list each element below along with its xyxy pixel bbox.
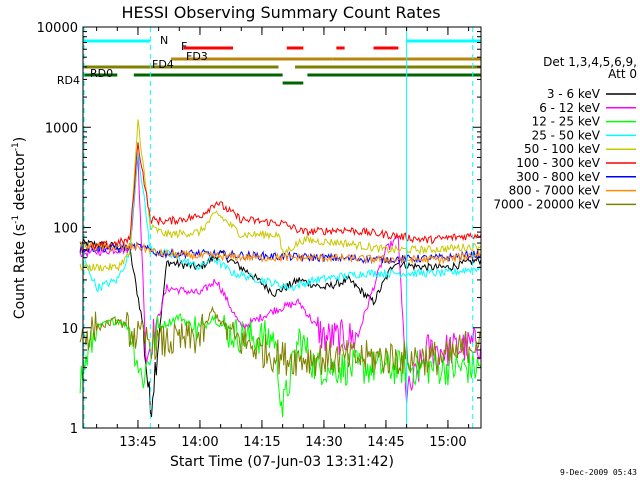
series-line-3-6-kev	[79, 238, 482, 418]
series-line-25-50-kev	[79, 152, 482, 293]
series-lines	[79, 119, 482, 418]
series-line-6-12-kev	[79, 156, 482, 404]
y-axis-label-mid: detector	[12, 151, 28, 215]
vertical-markers	[83, 27, 474, 428]
series-line-800-7000-kev	[80, 241, 482, 266]
legend-header-line-1: Det 1,3,4,5,6,9,	[543, 55, 637, 69]
y-axis-label-exp2: -1	[11, 142, 21, 151]
flag-label-n: N	[160, 34, 168, 47]
series-line-12-25-kev	[79, 313, 482, 418]
y-tick-label: 10000	[37, 21, 78, 36]
y-tick-label: 100	[53, 222, 78, 237]
x-tick-label: 15:00	[429, 435, 466, 450]
y-axis-label-main: Count Rate (s	[12, 224, 28, 319]
legend-label-7000-20000-kev: 7000 - 20000 keV	[493, 197, 600, 211]
legend-header-line-2: Att 0	[608, 67, 637, 81]
legend-label-3-6-kev: 3 - 6 keV	[547, 87, 601, 101]
flag-label-rd0: RD0	[90, 67, 113, 80]
x-tick-label: 14:30	[305, 435, 342, 450]
y-tick-label: 1	[70, 422, 78, 437]
series-line-300-800-kev	[79, 241, 482, 265]
legend-label-50-100-kev: 50 - 100 keV	[524, 142, 601, 156]
y-tick-label: 1000	[45, 121, 78, 136]
chart-title: HESSI Observing Summary Count Rates	[121, 3, 440, 22]
legend-label-6-12-kev: 6 - 12 keV	[539, 101, 601, 115]
flag-label-fd4: FD4	[152, 58, 174, 71]
legend-label-12-25-kev: 12 - 25 keV	[532, 115, 601, 129]
y-axis-label-exp1: -1	[11, 215, 21, 224]
footer-timestamp: 9-Dec-2009 05:43	[560, 468, 637, 477]
legend-label-300-800-kev: 300 - 800 keV	[516, 170, 600, 184]
y-axis-label: Count Rate (s-1 detector-1)	[11, 137, 28, 319]
x-tick-label: 14:00	[181, 435, 218, 450]
y-tick-label: 10	[61, 322, 78, 337]
series-line-50-100-kev	[79, 119, 482, 272]
x-tick-label: 14:45	[367, 435, 404, 450]
x-axis-label: Start Time (07-Jun-03 13:31:42)	[170, 454, 394, 470]
x-tick-label: 13:45	[119, 435, 156, 450]
legend-label-100-300-kev: 100 - 300 keV	[516, 156, 600, 170]
legend-label-800-7000-kev: 800 - 7000 keV	[509, 184, 601, 198]
legend-label-25-50-kev: 25 - 50 keV	[532, 128, 601, 142]
flag-label-fd3: FD3	[186, 50, 208, 63]
x-tick-label: 14:15	[243, 435, 280, 450]
series-line-7000-20000-kev	[79, 305, 482, 376]
flag-label-rd4: RD4	[57, 74, 80, 87]
y-axis-label-end: )	[12, 137, 28, 142]
flag-label-f: F	[181, 40, 187, 53]
axes: 1 10 100 1000 10000 13:45 14:00 14:15 14:30 14:45…	[37, 21, 481, 450]
series-line-100-300-kev	[79, 142, 482, 254]
